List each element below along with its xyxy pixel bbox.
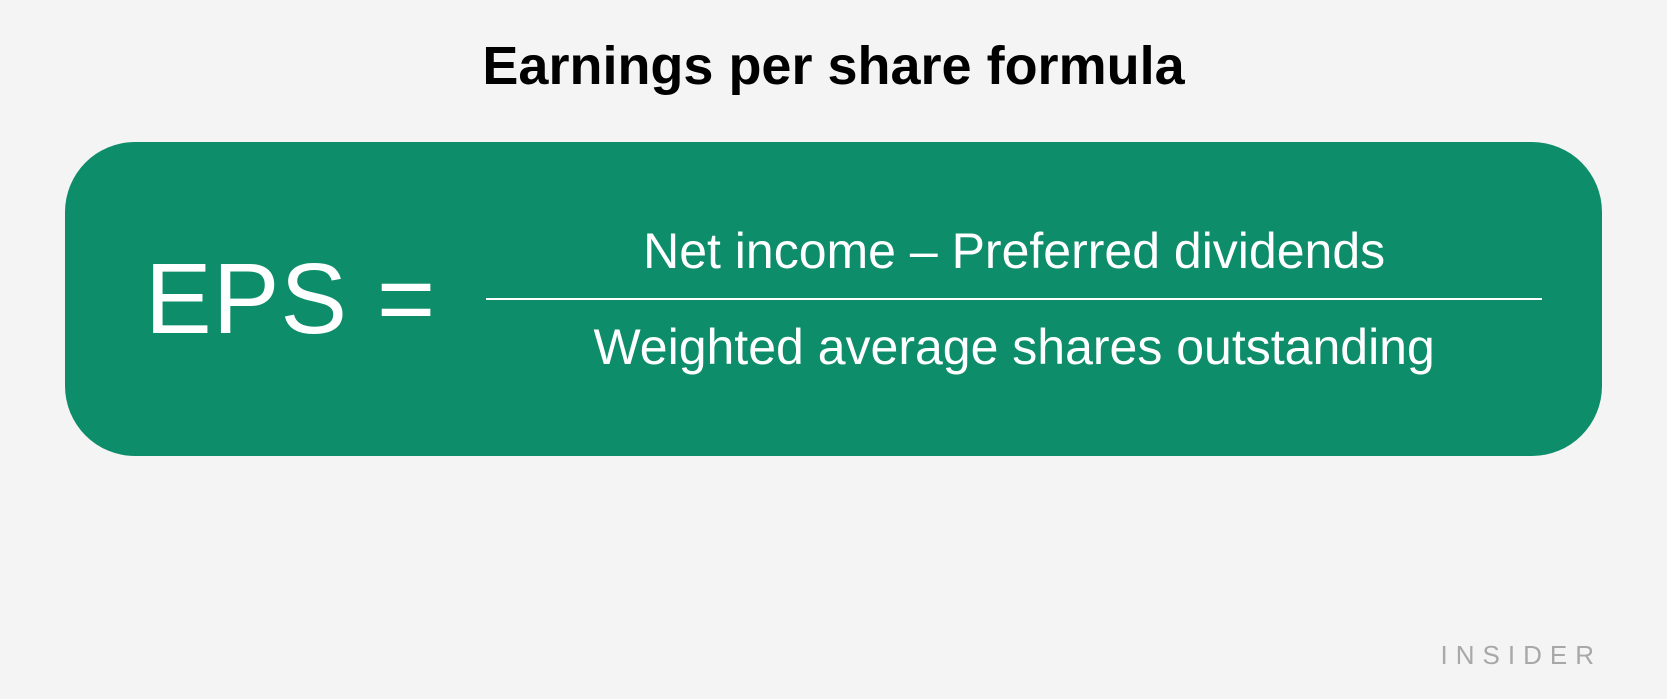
formula-left-side: EPS = bbox=[125, 242, 436, 357]
attribution-text: INSIDER bbox=[1441, 640, 1602, 671]
formula-numerator: Net income – Preferred dividends bbox=[643, 222, 1385, 298]
formula-fraction: Net income – Preferred dividends Weighte… bbox=[486, 222, 1542, 376]
page-title: Earnings per share formula bbox=[65, 35, 1602, 97]
formula-card: EPS = Net income – Preferred dividends W… bbox=[65, 142, 1602, 456]
formula-denominator: Weighted average shares outstanding bbox=[593, 300, 1434, 376]
